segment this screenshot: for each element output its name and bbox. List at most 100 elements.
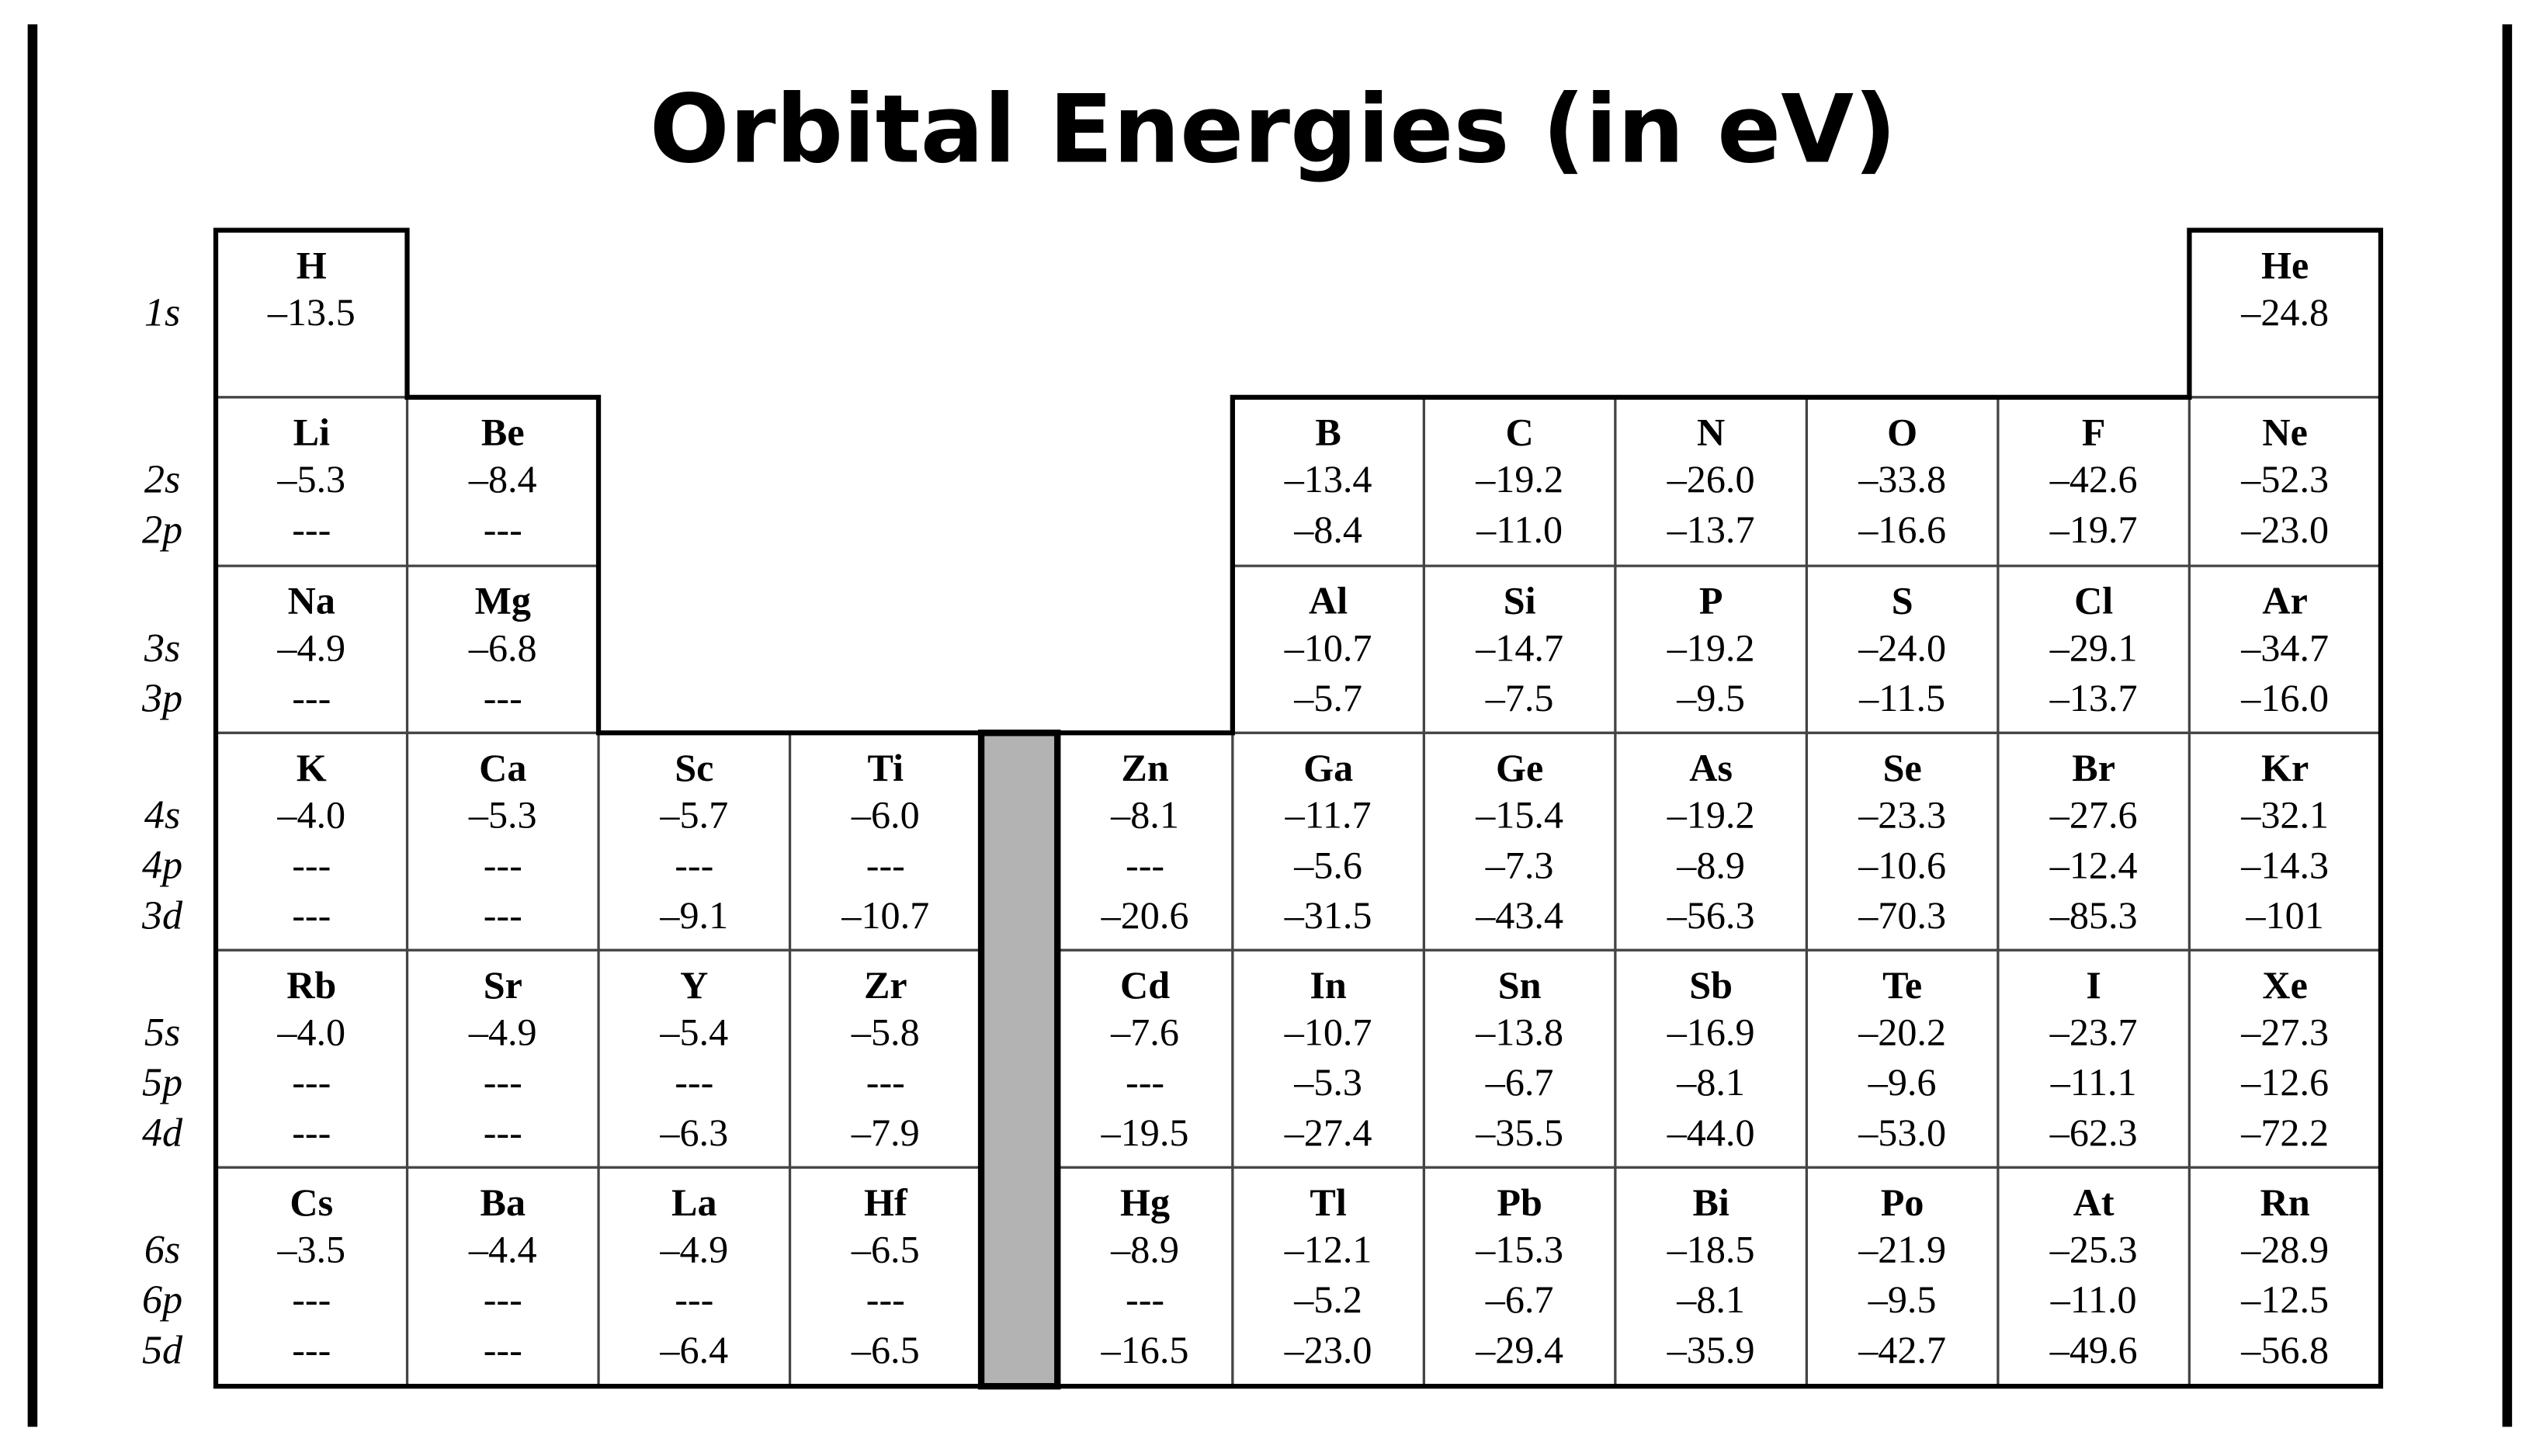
orbital-label: 2s: [144, 457, 180, 502]
element-symbol: Bi: [1692, 1180, 1729, 1224]
orbital-label: 3s: [144, 626, 180, 671]
orbital-energy: –13.5: [267, 290, 356, 334]
orbital-energy: –4.9: [659, 1227, 728, 1271]
orbital-energy: –35.9: [1667, 1328, 1755, 1371]
element-symbol: Hf: [864, 1180, 908, 1224]
orbital-energy: –8.4: [468, 457, 537, 501]
orbital-energy: ---: [484, 508, 522, 551]
element-symbol: Cl: [2074, 579, 2113, 622]
orbital-energy: –11.0: [2050, 1277, 2137, 1321]
element-symbol: Rb: [286, 963, 336, 1007]
orbital-energy: –5.3: [1293, 1060, 1362, 1104]
element-symbol: At: [2073, 1180, 2115, 1224]
orbital-energy: –56.3: [1667, 893, 1755, 937]
orbital-energy: –35.5: [1475, 1111, 1563, 1154]
element-symbol: Si: [1504, 579, 1536, 622]
orbital-energy: –4.9: [276, 626, 345, 669]
orbital-energy: –6.0: [851, 792, 920, 836]
orbital-energy: –6.7: [1485, 1277, 1554, 1321]
orbital-energy: –11.7: [1285, 792, 1372, 836]
orbital-energy: –14.3: [2240, 843, 2329, 886]
element-symbol: In: [1310, 963, 1347, 1007]
orbital-energy: ---: [484, 893, 522, 937]
orbital-energy: –10.7: [841, 893, 929, 937]
orbital-energy: –13.7: [2049, 676, 2138, 719]
orbital-energy: –62.3: [2049, 1111, 2138, 1154]
orbital-energy: –31.5: [1284, 893, 1372, 937]
orbital-energy: –27.3: [2240, 1010, 2329, 1053]
orbital-energy: –15.3: [1475, 1227, 1563, 1271]
element-symbol: H: [297, 243, 327, 286]
orbital-energy: –70.3: [1858, 893, 1946, 937]
orbital-energy: –8.4: [1293, 508, 1362, 551]
table: 1sH–13.5He–24.82s2pLi–5.3---Be–8.4---B–1…: [141, 229, 2382, 1388]
orbital-energy: –34.7: [2240, 626, 2329, 669]
orbital-energy: –16.6: [1858, 508, 1946, 551]
orbital-energy: –5.7: [659, 792, 728, 836]
orbital-energy: –8.9: [1110, 1227, 1179, 1271]
element-symbol: Ti: [868, 746, 904, 789]
orbital-energy: –44.0: [1667, 1111, 1755, 1154]
orbital-energy: –5.8: [851, 1010, 920, 1053]
orbital-energy: –4.0: [276, 1010, 345, 1053]
orbital-energy: –12.5: [2240, 1277, 2329, 1321]
orbital-energy: ---: [1126, 1277, 1164, 1321]
element-symbol: Sc: [675, 746, 713, 789]
orbital-energy: ---: [866, 1060, 905, 1104]
element-symbol: Na: [288, 579, 335, 622]
orbital-energy: –9.1: [659, 893, 728, 937]
element-symbol: K: [297, 746, 327, 789]
orbital-energy: ---: [292, 676, 331, 719]
orbital-energy: –27.6: [2049, 792, 2138, 836]
orbital-label: 5p: [142, 1060, 182, 1105]
orbital-energy: –9.5: [1676, 676, 1745, 719]
element-symbol: Cd: [1120, 963, 1170, 1007]
orbital-energy: –19.2: [1667, 792, 1755, 836]
orbital-energy: –33.8: [1858, 457, 1946, 501]
orbital-energy: –19.2: [1667, 626, 1755, 669]
orbital-energy: –29.4: [1475, 1328, 1563, 1371]
element-symbol: Al: [1309, 579, 1348, 622]
element-symbol: Sn: [1498, 963, 1542, 1007]
element-symbol: Po: [1881, 1180, 1924, 1224]
orbital-energy: ---: [292, 843, 331, 886]
element-symbol: B: [1315, 410, 1341, 453]
orbital-energy: –6.7: [1485, 1060, 1554, 1104]
orbital-energy: ---: [292, 1060, 331, 1104]
element-symbol: Cs: [290, 1180, 333, 1224]
orbital-energy: ---: [484, 843, 522, 886]
table-outline: [213, 227, 2384, 1389]
element-symbol: La: [671, 1180, 717, 1224]
element-symbol: Ba: [480, 1180, 526, 1224]
orbital-label: 4d: [142, 1110, 183, 1155]
orbital-energy: ---: [484, 676, 522, 719]
element-symbol: Kr: [2261, 746, 2309, 789]
orbital-energy: –23.7: [2049, 1010, 2138, 1053]
orbital-energy: –16.5: [1101, 1328, 1189, 1371]
orbital-energy: –13.8: [1475, 1010, 1563, 1053]
orbital-energy: –14.7: [1475, 626, 1563, 669]
orbital-energy: –12.4: [2049, 843, 2138, 886]
orbital-energy: –21.9: [1858, 1227, 1946, 1271]
orbital-energy: –7.9: [851, 1111, 920, 1154]
element-symbol: Zn: [1121, 746, 1168, 789]
orbital-energy: –24.8: [2240, 290, 2329, 334]
element-symbol: Te: [1882, 963, 1922, 1007]
orbital-energy: –7.5: [1485, 676, 1554, 719]
gap-bar: [977, 730, 1061, 1390]
orbital-energy: ---: [292, 508, 331, 551]
orbital-energy: –101: [2246, 893, 2324, 937]
orbital-energy: –3.5: [276, 1227, 345, 1271]
orbital-label: 3d: [141, 893, 183, 938]
element-symbol: F: [2082, 410, 2106, 453]
orbital-energy: –10.7: [1284, 1010, 1372, 1053]
orbital-energy: –85.3: [2049, 893, 2138, 937]
element-symbol: Br: [2072, 746, 2115, 789]
orbital-energy: –4.9: [468, 1010, 537, 1053]
orbital-label: 5d: [142, 1327, 183, 1372]
left-border: [27, 24, 38, 1427]
orbital-energy: –18.5: [1667, 1227, 1755, 1271]
orbital-energy: ---: [484, 1111, 522, 1154]
element-symbol: Y: [680, 963, 708, 1007]
